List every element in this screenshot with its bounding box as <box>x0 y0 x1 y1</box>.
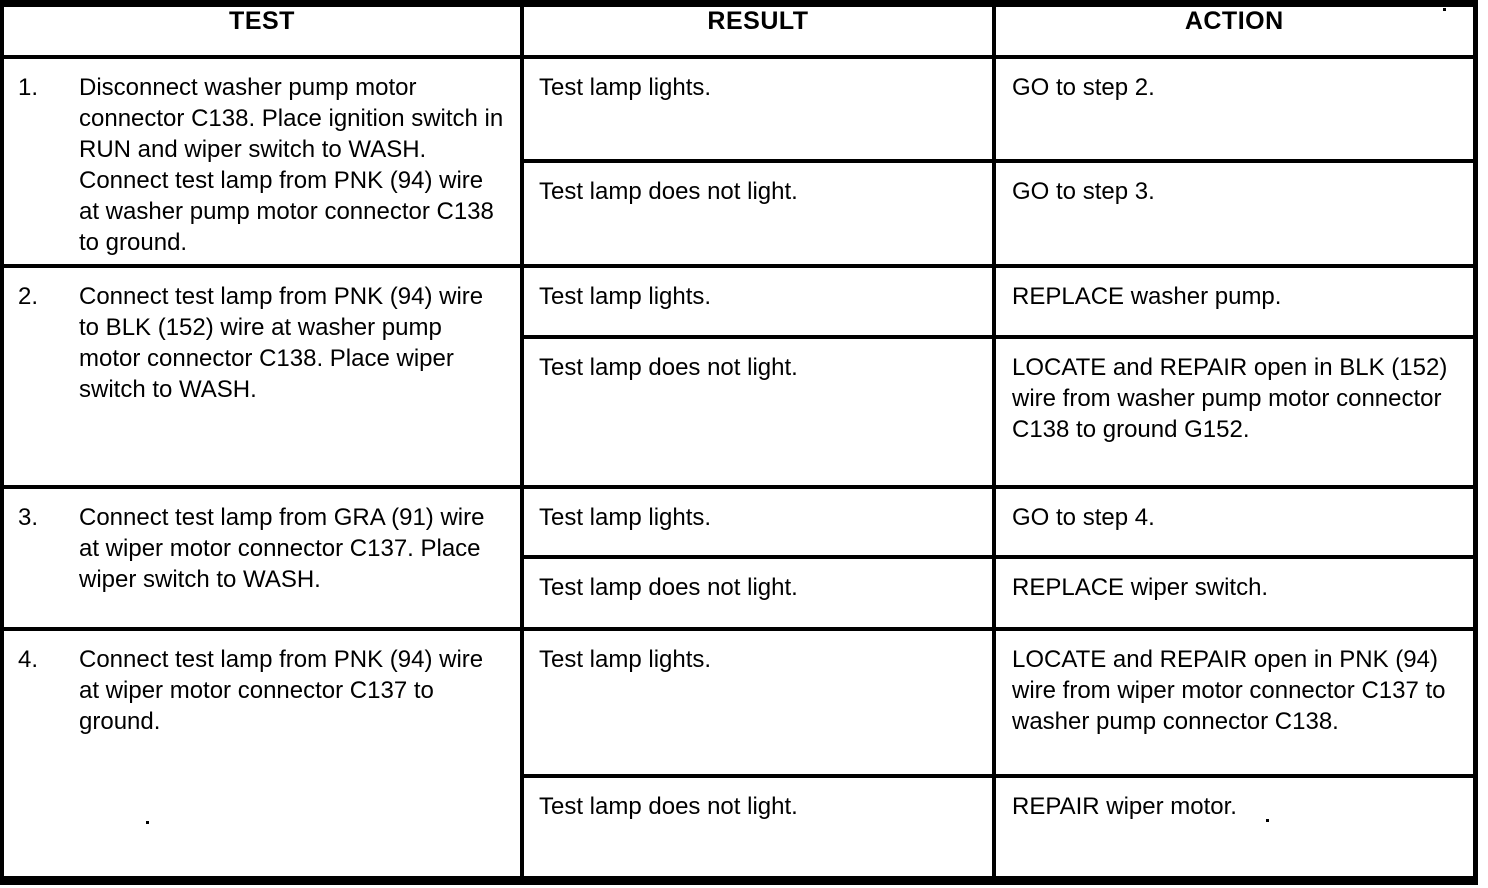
column-header-test: TEST <box>0 1 524 59</box>
test-cell-step-4: 4. Connect test lamp from PNK (94) wire … <box>0 626 524 883</box>
test-text: Connect test lamp from GRA (91) wire at … <box>79 503 485 593</box>
action-cell: LOCATE and REPAIR open in BLK (152) wire… <box>992 335 1477 489</box>
step-number: 4. <box>18 645 39 673</box>
scan-speckle <box>1443 8 1446 11</box>
step-number: 3. <box>18 503 39 531</box>
action-cell: REPLACE washer pump. <box>992 263 1477 339</box>
test-cell-step-3: 3. Connect test lamp from GRA (91) wire … <box>0 484 524 631</box>
test-text: Connect test lamp from PNK (94) wire to … <box>79 282 484 403</box>
table-row: 4. Connect test lamp from PNK (94) wire … <box>0 626 1477 883</box>
result-cell: Test lamp lights. <box>520 263 996 339</box>
result-cell: Test lamp does not light. <box>520 774 996 883</box>
result-cell: Test lamp lights. <box>520 626 996 778</box>
step-number: 2. <box>18 282 39 310</box>
test-text: Connect test lamp from PNK (94) wire at … <box>79 645 484 735</box>
step-number: 1. <box>18 73 39 101</box>
result-cell: Test lamp does not light. <box>520 555 996 631</box>
test-cell-step-2: 2. Connect test lamp from PNK (94) wire … <box>0 263 524 489</box>
result-cell: Test lamp does not light. <box>520 335 996 489</box>
result-cell: Test lamp lights. <box>520 484 996 559</box>
header-row: TEST RESULT ACTION <box>0 1 1477 59</box>
action-cell: GO to step 3. <box>992 159 1477 268</box>
test-cell-step-1: 1. Disconnect washer pump motor connecto… <box>0 54 524 268</box>
action-cell: REPAIR wiper motor. <box>992 774 1477 883</box>
result-cell: Test lamp lights. <box>520 54 996 163</box>
scan-speckle <box>146 821 149 824</box>
action-cell: GO to step 2. <box>992 54 1477 163</box>
table-row: Test lamp does not light. GO to step 3. <box>2 159 1477 268</box>
scan-speckle <box>1266 819 1269 822</box>
table-row: 2. Connect test lamp from PNK (94) wire … <box>0 263 1477 489</box>
action-cell: REPLACE wiper switch. <box>992 555 1477 631</box>
action-cell: LOCATE and REPAIR open in PNK (94) wire … <box>992 626 1477 778</box>
table-row: Test lamp does not light. REPAIR wiper m… <box>2 774 1477 883</box>
table-row: Test lamp does not light. LOCATE and REP… <box>2 335 1477 489</box>
column-header-result: RESULT <box>520 1 996 59</box>
table-row: 3. Connect test lamp from GRA (91) wire … <box>0 484 1477 631</box>
test-text: Disconnect washer pump motor connector C… <box>79 73 504 256</box>
result-cell: Test lamp does not light. <box>520 159 996 268</box>
table-row: 1. Disconnect washer pump motor connecto… <box>0 54 1477 268</box>
column-header-action: ACTION <box>992 1 1477 59</box>
action-cell: GO to step 4. <box>992 484 1477 559</box>
table-row: Test lamp does not light. REPLACE wiper … <box>2 555 1477 631</box>
